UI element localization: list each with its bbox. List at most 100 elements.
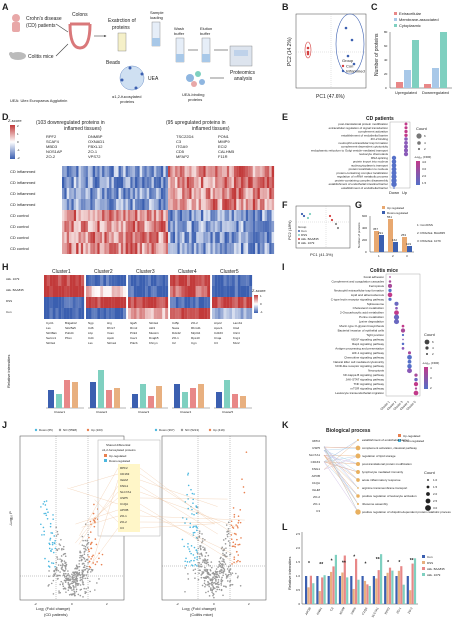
- proteomics-label: Proteomics: [230, 70, 256, 76]
- enrichment-dot: [391, 163, 397, 168]
- volcano-dot: [55, 526, 57, 529]
- heatmap-cell: [97, 177, 100, 188]
- volcano-dot: [71, 575, 74, 577]
- heatmap-cell: [259, 188, 263, 199]
- volcano-dot: [89, 543, 92, 546]
- heatmap-cell: [175, 232, 178, 243]
- volcano-dot: [195, 506, 198, 509]
- heatmap-cell: [229, 210, 232, 221]
- heatmap-cell: [177, 177, 180, 188]
- term-node: [357, 439, 359, 441]
- volcano-dot: [61, 547, 63, 550]
- volcano-dot: [223, 570, 226, 572]
- heatmap-cell: [248, 221, 251, 232]
- heatmap-cell: [237, 275, 241, 286]
- heatmap-cell: [133, 275, 137, 286]
- volcano-dot: [85, 587, 87, 590]
- heatmap-cell: [58, 275, 62, 286]
- term-label: leukocyte chemotaxis: [359, 152, 388, 156]
- heatmap-cell: [207, 286, 211, 297]
- zscore-colorbar: [10, 125, 15, 159]
- volcano-dot: [226, 575, 229, 578]
- x-category: Down: [389, 190, 399, 195]
- cluster-axis-label: Cluster3: [138, 410, 150, 414]
- volcano-dot: [53, 542, 56, 544]
- volcano-dot: [208, 577, 210, 579]
- row-label: CD control: [10, 224, 29, 229]
- heatmap-cell: [217, 166, 220, 177]
- legend-item: Con: [301, 229, 307, 233]
- significance-star: **: [342, 560, 346, 566]
- x-category: Downregulated: [422, 90, 449, 95]
- patient-icon: [12, 14, 20, 32]
- heatmap-cell: [123, 166, 126, 177]
- volcano-dot: [204, 585, 206, 588]
- heatmap-cell: [139, 243, 143, 254]
- heatmap-cell: [243, 221, 246, 232]
- term-label: RNA splicing: [371, 156, 388, 160]
- volcano-dot: [217, 574, 220, 577]
- heatmap-cell: [156, 166, 159, 177]
- heatmap-cell: [245, 232, 249, 243]
- enrichment-dot: [401, 324, 405, 328]
- heatmap-cell: [217, 275, 221, 286]
- volcano-dot: [75, 564, 78, 567]
- heatmap-cell: [234, 308, 238, 319]
- volcano-dot: [216, 581, 219, 584]
- heatmap-cell: [125, 166, 129, 177]
- volcano-dot: [75, 588, 78, 591]
- heatmap-cell: [179, 210, 183, 221]
- heatmap-cell: [269, 199, 272, 210]
- enrichment-dot: [389, 276, 391, 278]
- heatmap-cell: [186, 221, 190, 232]
- heatmap-cell: [94, 188, 98, 199]
- volcano-dot: [201, 533, 203, 535]
- heatmap-cell: [229, 221, 232, 232]
- heatmap-cell: [257, 232, 260, 243]
- heatmap-cell: [163, 188, 166, 199]
- volcano-dot: [48, 583, 50, 586]
- volcano-dot: [64, 555, 67, 557]
- bar: [363, 580, 367, 604]
- heatmap-cell: [172, 308, 176, 319]
- heatmap-cell: [151, 199, 154, 210]
- heatmap-cell: [150, 297, 154, 308]
- heatmap-cell: [262, 243, 265, 254]
- bar: [321, 577, 324, 604]
- volcano-dot: [82, 566, 85, 569]
- heatmap-cell: [170, 199, 173, 210]
- volcano-dot: [218, 563, 221, 566]
- volcano-dot: [74, 592, 76, 594]
- volcano-dot: [212, 592, 214, 595]
- row-label: CD inflammed: [10, 191, 35, 196]
- enrichment-dot: [404, 122, 408, 126]
- volcano-dot: [220, 570, 222, 572]
- heatmap-cell: [106, 177, 110, 188]
- heatmap-cell: [229, 275, 233, 286]
- x-category: ZO-2: [407, 606, 414, 614]
- volcano-dot: [68, 585, 71, 587]
- heatmap-cell: [133, 308, 137, 319]
- heatmap-cell: [120, 166, 124, 177]
- volcano-dot: [70, 586, 73, 589]
- heatmap-cell: [248, 243, 251, 254]
- heatmap-cell: [144, 221, 147, 232]
- heatmap-cell: [92, 166, 96, 177]
- heatmap-cell: [200, 210, 204, 221]
- enrichment-dot: [401, 342, 405, 346]
- volcano-dot: [63, 560, 66, 562]
- gene-node-label: C1QA: [312, 481, 320, 485]
- volcano-dot: [181, 538, 184, 541]
- heatmap-cell: [64, 308, 67, 319]
- x-category: USP5: [350, 606, 358, 615]
- heatmap-cell: [123, 177, 126, 188]
- shared-gene-label: SLC7A1: [120, 490, 132, 494]
- heatmap-cell: [191, 188, 195, 199]
- heatmap-cell: [160, 177, 164, 188]
- heatmap-cell: [83, 221, 86, 232]
- bar: [379, 235, 384, 252]
- heatmap-cell: [252, 166, 256, 177]
- volcano-dot: [92, 519, 95, 521]
- heatmap-cell: [195, 297, 199, 308]
- volcano-dot: [225, 573, 227, 576]
